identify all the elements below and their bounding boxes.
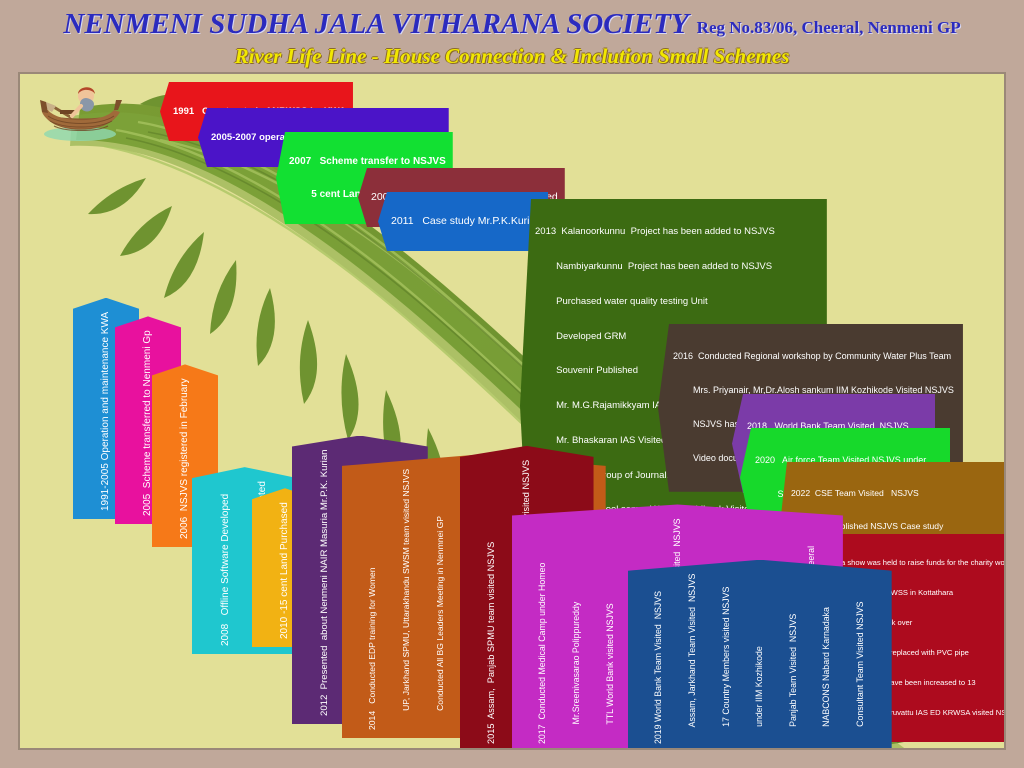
infographic-canvas: 1991 Constructed of NRWSS by KWA 2005-20… <box>18 72 1006 750</box>
milestone-2022-line-0: 2022 CSE Team Visited NSJVS <box>791 488 919 498</box>
milestone-2013-line-3: Developed GRM <box>535 330 627 342</box>
milestone-2018-line-0: 2018 World Bank Team Visited NSJVS <box>747 420 909 431</box>
milestone-2019-line-6: Consultant Team Visited NSJVS <box>855 601 866 744</box>
milestone-2011[interactable]: 2011 Case study Mr.P.K.Kurian <box>378 192 549 251</box>
milestone-2010-line-0: 2010 -15 cent Land Purchased <box>279 502 290 639</box>
milestone-2014-line-2: Conducted All BG Leaders Meeting in Nenm… <box>434 516 445 730</box>
milestone-2007-line-0: 2007 Scheme transfer to NSJVS <box>289 156 446 167</box>
milestone-2012-line-0: 2012 Presented about Nenmeni NAIR Masuri… <box>318 449 330 716</box>
milestone-2017-line-2: TTL World Bank visited NSJVS <box>604 603 615 744</box>
milestone-2013-line-0: 2013 Kalanoorkunnu Project has been adde… <box>535 226 775 238</box>
milestone-2013-line-4: Souvenir Published <box>535 365 638 377</box>
milestone-1991-2005-line-0: 1991-2005 Operation and maintenance KWA <box>100 311 111 511</box>
milestone-2020-line-0: 2020 Air force Team Visited NSJVS under <box>755 454 927 465</box>
person-in-rowboat-icon <box>40 87 122 141</box>
page-subtitle: River Life Line - House Connection & Inc… <box>234 44 790 68</box>
header-title-line: NENMENI SUDHA JALA VITHARANA SOCIETY Reg … <box>0 8 1024 41</box>
milestone-2013-line-1: Nambiyarkunnu Project has been added to … <box>535 260 773 272</box>
milestone-2008-line-0: 2008 Offline Software Developed <box>219 493 231 646</box>
milestone-2019-line-0: 2019 World Bank Team Visited NSJVS <box>653 590 664 744</box>
milestone-2013-line-2: Purchased water quality testing Unit <box>535 295 708 307</box>
milestone-2019[interactable]: 2019 World Bank Team Visited NSJVS Assam… <box>628 560 892 750</box>
organization-title: NENMENI SUDHA JALA VITHARANA SOCIETY <box>63 8 689 40</box>
registration-info: Reg No.83/06, Cheeral, Nenmeni GP <box>696 18 961 37</box>
milestone-2019-line-1: Assam, Jarkhand Team Visited NSJVS <box>687 573 698 744</box>
milestone-2015-line-0: 2015 Assam, Panjab SPMU team visited NSJ… <box>486 541 497 744</box>
milestone-2017-line-1: Mr.Sreenivasarao Polippureddy <box>571 601 582 744</box>
milestone-2016-line-1: Mrs. Priyanair, Mr,Dr.Alosh sankum IIM K… <box>673 385 954 396</box>
milestone-2011-line-0: 2011 Case study Mr.P.K.Kurian <box>391 215 542 227</box>
milestone-2019-line-3: under IIM Kozhikode <box>754 646 765 744</box>
milestone-2019-line-2: 17 Country Members visited NSJVS <box>720 586 731 744</box>
milestone-2006-line-0: 2006 NSJVS registered in February <box>179 378 190 539</box>
milestone-2019-line-5: NABCONS Nabard Karnadaka <box>821 607 832 744</box>
milestone-2014-line-0: 2014 Conducted EDP training for Women <box>367 567 378 730</box>
milestone-2017-line-0: 2017 Conducted Medical Camp under Homeo <box>537 562 548 744</box>
milestone-2016-line-0: 2016 Conducted Regional workshop by Comm… <box>673 350 952 361</box>
page-header: NENMENI SUDHA JALA VITHARANA SOCIETY Reg … <box>0 0 1024 70</box>
milestone-2014-line-1: UP, Jarkhand SPMU, Uttarakhandu SWSM tea… <box>401 468 412 730</box>
milestone-2019-line-4: Panjab Team Visited NSJVS <box>787 613 798 744</box>
